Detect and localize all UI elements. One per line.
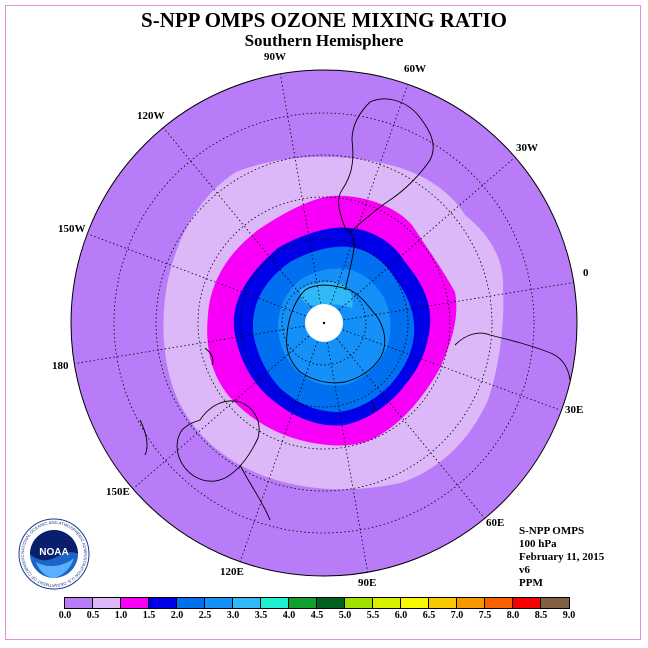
latitude-circles [113, 112, 535, 534]
meridian-lines [71, 71, 577, 575]
colorbar-tick-label: 1.5 [142, 610, 156, 621]
info-units: PPM [519, 577, 543, 589]
map-subtitle: Southern Hemisphere [244, 31, 404, 50]
lon-label-30w: 30W [516, 142, 538, 154]
colorbar-swatch-2 [121, 598, 149, 608]
colorbar-swatch-15 [485, 598, 513, 608]
lon-label-180: 180 [52, 360, 69, 372]
south-pole-marker [322, 321, 326, 325]
map-boundary [70, 69, 578, 577]
colorbar-tick-label: 0.0 [58, 610, 72, 621]
lon-label-150w: 150W [58, 223, 86, 235]
colorbar-tick-label: 2.0 [170, 610, 184, 621]
colorbar-swatch-1 [93, 598, 121, 608]
noaa-logo-text: NOAA [39, 547, 68, 558]
coastlines [139, 98, 571, 521]
info-version: v6 [519, 564, 530, 576]
lon-label-90w: 90W [264, 51, 286, 63]
lon-label-60e: 60E [486, 517, 505, 529]
colorbar-tick-label: 4.0 [282, 610, 296, 621]
colorbar-tick-label: 0.5 [86, 610, 100, 621]
info-instrument: S-NPP OMPS [519, 525, 585, 537]
colorbar-swatch-12 [401, 598, 429, 608]
colorbar-swatch-3 [149, 598, 177, 608]
lon-label-90e: 90E [358, 577, 377, 589]
info-level: 100 hPa [519, 538, 557, 550]
noaa-logo: NOAA NATIONAL OCEANIC AND ATMOSPHERIC AD… [18, 518, 90, 590]
colorbar-tick-label: 1.0 [114, 610, 128, 621]
colorbar-swatch-8 [289, 598, 317, 608]
colorbar-swatch-13 [429, 598, 457, 608]
lon-label-0: 0 [583, 267, 589, 279]
colorbar-swatch-17 [541, 598, 569, 608]
figure-frame [5, 5, 641, 640]
colorbar-tick-label: 5.5 [366, 610, 380, 621]
colorbar-tick-label: 8.0 [506, 610, 520, 621]
colorbar-tick-label: 7.5 [478, 610, 492, 621]
colorbar-tick-label: 5.0 [338, 610, 352, 621]
colorbar [64, 597, 570, 609]
colorbar-tick-label: 3.5 [254, 610, 268, 621]
colorbar-swatch-6 [233, 598, 261, 608]
colorbar-tick-label: 6.0 [394, 610, 408, 621]
colorbar-swatch-16 [513, 598, 541, 608]
colorbar-swatch-11 [373, 598, 401, 608]
ozone-band-3.0 [300, 282, 353, 308]
info-date: February 11, 2015 [519, 551, 605, 563]
colorbar-swatch-7 [261, 598, 289, 608]
colorbar-tick-label: 4.5 [310, 610, 324, 621]
colorbar-tick-label: 7.0 [450, 610, 464, 621]
colorbar-swatch-10 [345, 598, 373, 608]
lon-label-30e: 30E [565, 404, 584, 416]
lon-label-120w: 120W [137, 110, 165, 122]
colorbar-tick-label: 6.5 [422, 610, 436, 621]
colorbar-tick-label: 8.5 [534, 610, 548, 621]
colorbar-tick-label: 3.0 [226, 610, 240, 621]
colorbar-swatch-0 [65, 598, 93, 608]
colorbar-swatch-14 [457, 598, 485, 608]
colorbar-tick-label: 2.5 [198, 610, 212, 621]
lon-label-120e: 120E [220, 566, 244, 578]
colorbar-swatch-5 [205, 598, 233, 608]
lon-label-60w: 60W [404, 63, 426, 75]
lon-label-150e: 150E [106, 486, 130, 498]
colorbar-swatch-9 [317, 598, 345, 608]
colorbar-swatch-4 [177, 598, 205, 608]
map-title: S-NPP OMPS OZONE MIXING RATIO [141, 8, 507, 32]
colorbar-tick-label: 9.0 [562, 610, 576, 621]
info-block: S-NPP OMPS 100 hPa February 11, 2015 v6 … [519, 525, 604, 590]
